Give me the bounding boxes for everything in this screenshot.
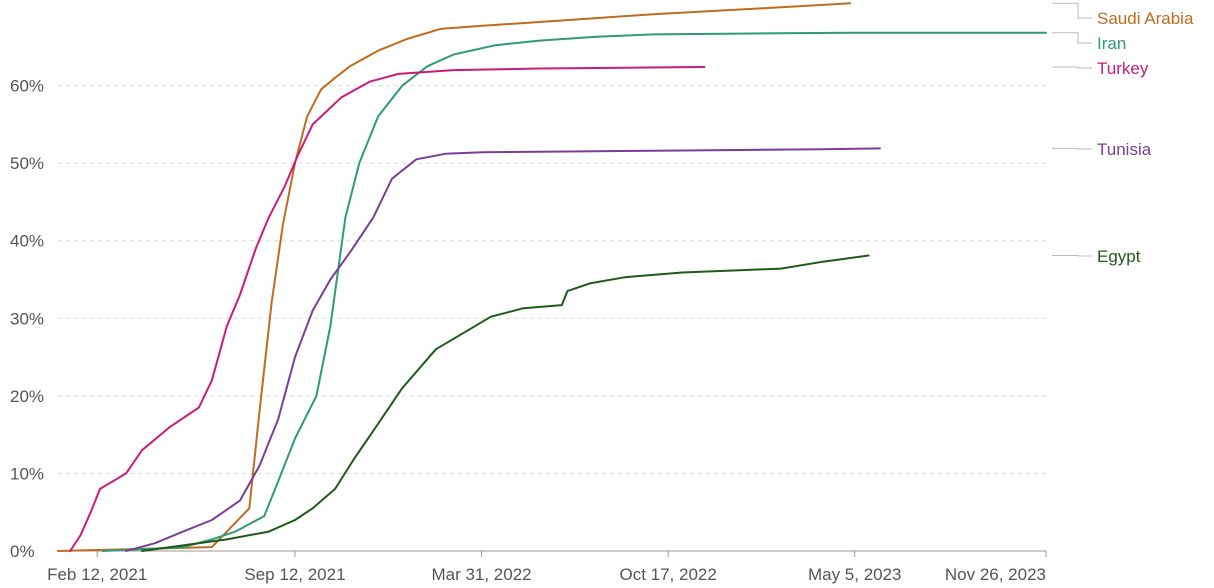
legend-connector bbox=[1052, 66, 1092, 69]
x-axis: Feb 12, 2021 Sep 12, 2021 Mar 31, 2022 Oct … bbox=[47, 550, 1047, 584]
y-tick-label: 20% bbox=[10, 387, 44, 406]
y-tick-label: 10% bbox=[10, 464, 44, 483]
series-line-tunisia bbox=[125, 147, 881, 552]
legend-label-saudi-arabia: Saudi Arabia bbox=[1097, 9, 1194, 28]
series-lines bbox=[57, 2, 1047, 552]
x-tick-label: Oct 17, 2022 bbox=[619, 565, 716, 584]
legend-label-iran: Iran bbox=[1097, 34, 1126, 53]
legend-connector bbox=[1052, 255, 1092, 257]
y-tick-label: 50% bbox=[10, 154, 44, 173]
legend-label-turkey: Turkey bbox=[1097, 59, 1149, 78]
y-tick-label: 0% bbox=[10, 542, 35, 561]
x-tick-label: May 5, 2023 bbox=[808, 565, 902, 584]
x-tick-label: Mar 31, 2022 bbox=[431, 565, 531, 584]
x-tick-label: Feb 12, 2021 bbox=[47, 565, 147, 584]
series-line-turkey bbox=[69, 66, 706, 552]
legend-label-egypt: Egypt bbox=[1097, 247, 1141, 266]
legend-connector bbox=[1052, 2, 1092, 19]
legend-connector bbox=[1052, 32, 1092, 44]
x-tick-label: Nov 26, 2023 bbox=[945, 565, 1046, 584]
grid-lines bbox=[58, 85, 1046, 474]
x-tick-label: Sep 12, 2021 bbox=[244, 565, 345, 584]
legend-connector bbox=[1052, 147, 1092, 150]
series-line-saudi-arabia bbox=[57, 2, 852, 552]
y-axis: 0% 10% 20% 30% 40% 50% 60% bbox=[10, 77, 44, 561]
series-line-iran bbox=[101, 31, 1047, 552]
legend-label-tunisia: Tunisia bbox=[1097, 140, 1152, 159]
y-tick-label: 60% bbox=[10, 77, 44, 96]
y-tick-label: 40% bbox=[10, 232, 44, 251]
y-tick-label: 30% bbox=[10, 309, 44, 328]
series-line-egypt bbox=[141, 254, 870, 552]
legend: Saudi Arabia Iran Turkey Tunisia Egypt bbox=[1052, 2, 1194, 266]
